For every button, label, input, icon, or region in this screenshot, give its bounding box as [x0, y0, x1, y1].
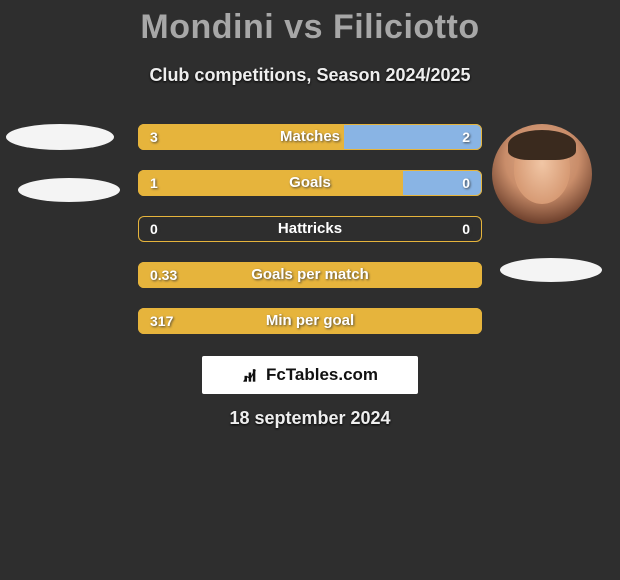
stat-value-left: 1 — [150, 170, 158, 196]
avatar-right — [492, 124, 592, 224]
title-player1: Mondini — [140, 8, 274, 46]
footer-date: 18 september 2024 — [0, 408, 620, 429]
comparison-card: Mondini vs Filiciotto Club competitions,… — [0, 0, 620, 580]
stat-row: Goals per match0.33 — [138, 262, 482, 288]
subtitle: Club competitions, Season 2024/2025 — [0, 65, 620, 86]
stat-value-left: 0.33 — [150, 262, 177, 288]
stats-table: Matches32Goals10Hattricks00Goals per mat… — [138, 124, 482, 354]
title-vs: vs — [284, 8, 323, 46]
avatar-left-placeholder-2 — [18, 178, 120, 202]
stat-label: Goals per match — [138, 262, 482, 288]
stat-value-left: 0 — [150, 216, 158, 242]
stat-value-right: 0 — [462, 216, 470, 242]
stat-label: Matches — [138, 124, 482, 150]
stat-row: Min per goal317 — [138, 308, 482, 334]
stat-label: Hattricks — [138, 216, 482, 242]
stat-row: Hattricks0 0 — [138, 216, 482, 242]
title-player2: Filiciotto — [333, 8, 480, 46]
stat-label: Min per goal — [138, 308, 482, 334]
page-title: Mondini vs Filiciotto — [0, 0, 620, 47]
stat-label: Goals — [138, 170, 482, 196]
brand-text: FcTables.com — [266, 365, 378, 385]
stat-value-left: 317 — [150, 308, 173, 334]
avatar-right-shadow — [500, 258, 602, 282]
avatar-face — [492, 124, 592, 224]
brand-badge[interactable]: FcTables.com — [202, 356, 418, 394]
stat-value-right: 2 — [462, 124, 470, 150]
stat-row: Goals1 0 — [138, 170, 482, 196]
avatar-left-placeholder-1 — [6, 124, 114, 150]
stat-value-right: 0 — [462, 170, 470, 196]
stat-value-left: 3 — [150, 124, 158, 150]
stat-row: Matches3 2 — [138, 124, 482, 150]
chart-icon — [242, 365, 262, 385]
